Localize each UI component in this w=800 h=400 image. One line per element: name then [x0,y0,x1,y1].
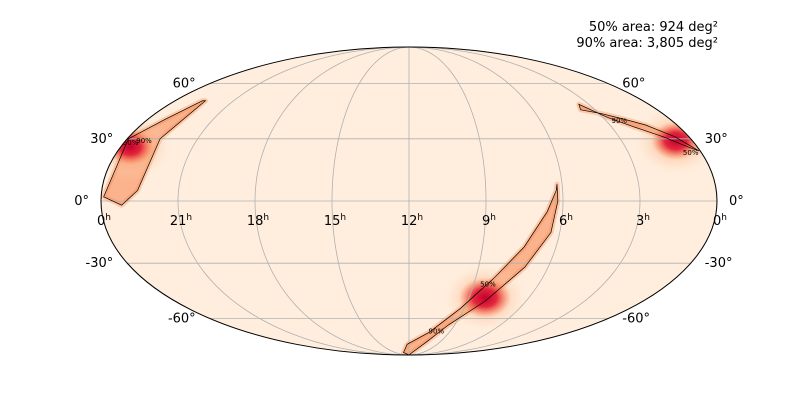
dec-tick-left: 0° [74,194,89,209]
dec-tick-left: 60° [173,77,196,92]
dec-tick-left: 30° [90,132,113,147]
contour-label: 90% [612,117,628,125]
hotspot-south-peak [458,277,511,318]
contour-label: 50% [123,139,139,147]
ra-tick-3h: 3h [636,213,650,229]
tick-labels: 0h 21h 18h 15h 12h 9h 6h 3h 0h 60° 60° 30° 30° 0° 0° -3… [74,77,744,327]
area-90-annotation: 90% area: 3,805 deg² [576,36,718,51]
dec-tick-right: 30° [705,132,728,147]
ra-tick-0h: 0h [713,213,727,229]
ra-tick-21h: 21h [170,213,192,229]
contour-north-west-patch [103,100,207,206]
ra-tick-24h: 0h [97,213,111,229]
contour-north-east-patch [578,103,700,152]
ra-tick-12h: 12h [401,213,423,229]
hotspot-north-west-peak [106,128,154,165]
ra-tick-15h: 15h [324,213,346,229]
dec-tick-right: 60° [622,77,645,92]
ra-tick-18h: 18h [247,213,269,229]
contour-label: 90% [136,137,152,145]
dec-tick-right: -60° [622,311,650,326]
sky-outline [100,46,718,356]
dec-tick-left: -30° [86,256,114,271]
area-50-annotation: 50% area: 924 deg² [589,20,718,35]
dec-tick-left: -60° [168,311,196,326]
contour-label: 50% [480,281,496,289]
credible-contours: 90%50%90%50%50%90% [103,100,700,355]
dec-tick-right: -30° [705,256,733,271]
dec-tick-right: 0° [729,194,744,209]
ra-tick-6h: 6h [559,213,573,229]
contour-south-arc [403,184,559,355]
contour-label: 50% [683,149,699,157]
ra-tick-9h: 9h [482,213,496,229]
contour-label: 90% [429,328,445,336]
